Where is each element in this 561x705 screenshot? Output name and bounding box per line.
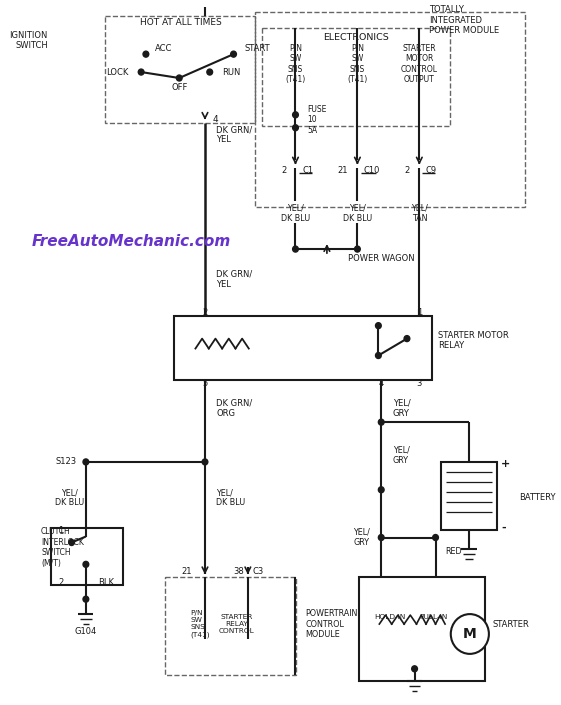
Text: OFF: OFF	[171, 83, 187, 92]
Circle shape	[138, 69, 144, 75]
Circle shape	[375, 352, 381, 358]
Circle shape	[293, 125, 298, 130]
Text: G104: G104	[75, 627, 97, 635]
Text: DK GRN/
YEL: DK GRN/ YEL	[217, 125, 252, 145]
Text: YEL/
GRY: YEL/ GRY	[353, 528, 370, 547]
Circle shape	[293, 246, 298, 252]
Text: LOCK: LOCK	[107, 68, 128, 77]
Text: POWER WAGON: POWER WAGON	[348, 254, 415, 262]
Text: 4: 4	[213, 116, 218, 124]
Text: YEL/
GRY: YEL/ GRY	[393, 446, 410, 465]
Circle shape	[83, 459, 89, 465]
Text: TOTALLY
INTEGRATED
POWER MODULE: TOTALLY INTEGRATED POWER MODULE	[429, 6, 499, 35]
Text: 5: 5	[203, 379, 208, 388]
Text: STARTER: STARTER	[493, 620, 530, 629]
Circle shape	[202, 459, 208, 465]
Text: ACC: ACC	[155, 44, 173, 53]
Text: POWERTRAIN
CONTROL
MODULE: POWERTRAIN CONTROL MODULE	[305, 609, 357, 639]
Circle shape	[433, 534, 438, 541]
Text: CLUTCH
INTERLOCK
SWITCH
(M/T): CLUTCH INTERLOCK SWITCH (M/T)	[41, 527, 84, 568]
Text: DK GRN/
YEL: DK GRN/ YEL	[217, 269, 252, 288]
Circle shape	[293, 112, 298, 118]
Circle shape	[83, 561, 89, 568]
Text: HOT AT ALL TIMES: HOT AT ALL TIMES	[140, 18, 222, 27]
Text: C10: C10	[363, 166, 379, 175]
Text: STARTER
RELAY
CONTROL: STARTER RELAY CONTROL	[219, 614, 254, 634]
Text: 2: 2	[282, 166, 287, 175]
Text: FreeAutoMechanic.com: FreeAutoMechanic.com	[31, 234, 231, 249]
Circle shape	[378, 486, 384, 493]
Text: P/N
SW
SNS
(T41): P/N SW SNS (T41)	[286, 44, 306, 84]
Text: 2: 2	[58, 578, 63, 587]
Text: 3: 3	[417, 379, 422, 388]
Text: FUSE
10
5A: FUSE 10 5A	[307, 105, 327, 135]
Circle shape	[378, 419, 384, 425]
Text: YEL/
DK BLU: YEL/ DK BLU	[343, 204, 372, 223]
Text: 21: 21	[337, 166, 348, 175]
Text: BATTERY: BATTERY	[519, 493, 556, 502]
Circle shape	[404, 336, 410, 342]
Text: YEL/
GRY: YEL/ GRY	[393, 398, 411, 418]
Text: S123: S123	[55, 458, 76, 467]
Text: C9: C9	[425, 166, 436, 175]
Text: PULL-IN: PULL-IN	[419, 614, 448, 620]
Text: P/N
SW
SNS
(T41): P/N SW SNS (T41)	[347, 44, 367, 84]
Circle shape	[355, 246, 360, 252]
Circle shape	[412, 666, 417, 672]
Circle shape	[143, 51, 149, 57]
Text: DK GRN/
ORG: DK GRN/ ORG	[217, 398, 252, 418]
Text: ELECTRONICS: ELECTRONICS	[324, 32, 389, 42]
Circle shape	[375, 323, 381, 329]
Text: C3: C3	[252, 567, 264, 576]
Text: 2: 2	[203, 308, 208, 317]
Text: P/N
SW
SNS
(T41): P/N SW SNS (T41)	[191, 611, 210, 638]
Text: IGNITION
SWITCH: IGNITION SWITCH	[10, 30, 48, 50]
Text: YEL/
DK BLU: YEL/ DK BLU	[55, 488, 84, 508]
Circle shape	[69, 539, 75, 546]
Text: 2: 2	[404, 166, 410, 175]
Circle shape	[207, 69, 213, 75]
Text: 38: 38	[233, 567, 244, 576]
Circle shape	[231, 51, 236, 57]
Text: 21: 21	[181, 567, 192, 576]
Text: 1: 1	[58, 526, 63, 535]
Text: YEL/
DK BLU: YEL/ DK BLU	[217, 488, 246, 508]
Text: 1: 1	[417, 308, 422, 317]
Text: BLK: BLK	[98, 578, 114, 587]
Text: START: START	[245, 44, 270, 53]
Text: STARTER MOTOR
RELAY: STARTER MOTOR RELAY	[438, 331, 509, 350]
Text: -: -	[502, 522, 506, 532]
Circle shape	[176, 75, 182, 81]
Circle shape	[451, 614, 489, 654]
Text: RUN: RUN	[222, 68, 241, 77]
Circle shape	[83, 596, 89, 602]
Text: YEL/
DK BLU: YEL/ DK BLU	[281, 204, 310, 223]
Text: M: M	[463, 627, 477, 641]
Text: STARTER
MOTOR
CONTROL
OUTPUT: STARTER MOTOR CONTROL OUTPUT	[401, 44, 438, 84]
Text: +: +	[502, 459, 511, 469]
Text: YEL/
TAN: YEL/ TAN	[411, 204, 428, 223]
Text: 4: 4	[379, 379, 384, 388]
Text: HOLD-IN: HOLD-IN	[375, 614, 406, 620]
Circle shape	[378, 534, 384, 541]
Text: C1: C1	[302, 166, 313, 175]
Text: RED: RED	[445, 547, 462, 556]
